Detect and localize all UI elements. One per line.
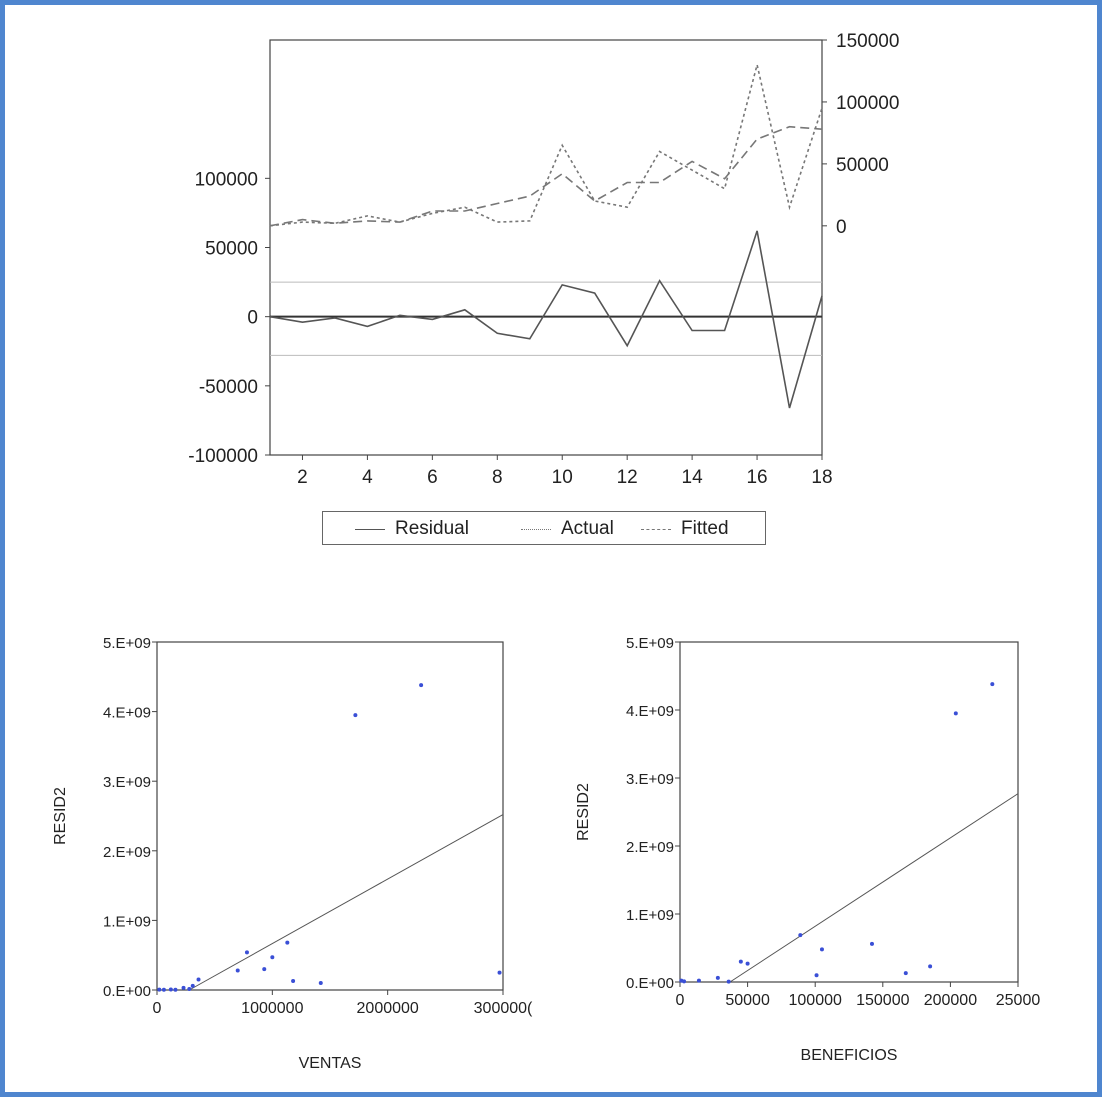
scatter1-frame bbox=[156, 641, 504, 991]
scatter2-y-tick-label: 2.E+09 bbox=[626, 839, 674, 856]
series-line-fitted bbox=[269, 125, 823, 227]
scatter1-y-tick-label: 2.E+09 bbox=[103, 844, 151, 861]
scatter2-x-tick-label: 25000 bbox=[996, 992, 1041, 1009]
scatter1-point bbox=[168, 987, 173, 992]
scatter1-point bbox=[270, 955, 275, 960]
scatter2-point bbox=[819, 947, 824, 952]
scatter1-point bbox=[187, 986, 192, 991]
series-line-actual bbox=[269, 64, 823, 227]
legend: Residual Actual Fitted bbox=[322, 511, 766, 545]
scatter1-point bbox=[244, 950, 249, 955]
right-axis-tick-label: 0 bbox=[836, 217, 847, 238]
scatter1-point bbox=[181, 985, 186, 990]
legend-swatch-actual bbox=[521, 529, 551, 530]
left-axis-tick-label: 0 bbox=[247, 308, 258, 329]
scatter2-point bbox=[798, 933, 803, 938]
scatter2-point bbox=[869, 941, 874, 946]
scatter2-y-tick-label: 5.E+09 bbox=[626, 635, 674, 652]
scatter1-x-label: VENTAS bbox=[299, 1055, 362, 1072]
scatter2-x-tick-label: 150000 bbox=[856, 992, 909, 1009]
scatter2-frame bbox=[679, 641, 1019, 983]
scatter1-point bbox=[190, 983, 195, 988]
scatter1-point bbox=[285, 940, 290, 945]
scatter2-point bbox=[682, 979, 687, 984]
right-axis-tick-label: 100000 bbox=[836, 93, 899, 114]
scatter1-x-tick-label: 300000( bbox=[474, 1000, 533, 1017]
left-axis-tick-label: 50000 bbox=[205, 239, 258, 260]
x-axis-tick-label: 8 bbox=[492, 467, 503, 488]
scatter1-x-tick-label: 2000000 bbox=[357, 1000, 419, 1017]
scatter1-point bbox=[353, 713, 358, 718]
scatter2-point bbox=[928, 964, 933, 969]
scatter2-x-label: BENEFICIOS bbox=[801, 1047, 898, 1064]
scatter2-point bbox=[814, 973, 819, 978]
right-axis-tick-label: 50000 bbox=[836, 155, 889, 176]
x-axis-tick-label: 14 bbox=[682, 467, 704, 488]
scatter2-y-tick-label: 4.E+09 bbox=[626, 703, 674, 720]
scatter2-x-tick-label: 100000 bbox=[789, 992, 842, 1009]
series-line-residual bbox=[269, 230, 823, 409]
x-axis-tick-label: 16 bbox=[746, 467, 767, 488]
scatter2-x-tick-label: 50000 bbox=[725, 992, 770, 1009]
scatter2-y-tick-label: 0.E+00 bbox=[626, 975, 674, 992]
scatter1-y-tick-label: 4.E+09 bbox=[103, 705, 151, 722]
scatter2-fit-line bbox=[729, 793, 1019, 983]
scatter2-y-tick-label: 3.E+09 bbox=[626, 771, 674, 788]
scatter2-x-tick-label: 0 bbox=[676, 992, 685, 1009]
legend-swatch-residual bbox=[355, 529, 385, 530]
scatter1-point bbox=[419, 683, 424, 688]
plot1-frame bbox=[269, 39, 823, 456]
scatter1-fit-line bbox=[189, 814, 504, 991]
scatter1-point bbox=[318, 981, 323, 986]
right-axis-tick-label: 150000 bbox=[836, 31, 899, 52]
x-axis-tick-label: 6 bbox=[427, 467, 438, 488]
scatter2-y-tick-label: 1.E+09 bbox=[626, 907, 674, 924]
scatter1-point bbox=[235, 968, 240, 973]
scatter1-point bbox=[196, 977, 201, 982]
left-axis-tick-label: -50000 bbox=[199, 377, 258, 398]
scatter2-point bbox=[990, 682, 995, 687]
scatter1-point bbox=[161, 987, 166, 992]
scatter1-point bbox=[173, 987, 178, 992]
scatter2-point bbox=[726, 979, 731, 984]
scatter1-y-label: RESID2 bbox=[52, 787, 69, 845]
legend-label-residual: Residual bbox=[395, 518, 469, 539]
x-axis-tick-label: 10 bbox=[552, 467, 573, 488]
x-axis-tick-label: 4 bbox=[362, 467, 373, 488]
x-axis-tick-label: 18 bbox=[811, 467, 832, 488]
scatter1-y-tick-label: 0.E+00 bbox=[103, 983, 151, 1000]
scatter1-x-tick-label: 0 bbox=[153, 1000, 162, 1017]
scatter1-point bbox=[497, 970, 502, 975]
scatter2-point bbox=[953, 711, 958, 716]
scatter1-point bbox=[157, 987, 162, 992]
scatter2-point bbox=[745, 961, 750, 966]
scatter2-point bbox=[715, 975, 720, 980]
scatter1-point bbox=[291, 978, 296, 983]
scatter1-x-tick-label: 1000000 bbox=[241, 1000, 303, 1017]
legend-label-actual: Actual bbox=[561, 518, 614, 539]
scatter2-y-label: RESID2 bbox=[575, 783, 592, 841]
x-axis-tick-label: 12 bbox=[617, 467, 638, 488]
scatter2-point bbox=[696, 978, 701, 983]
x-axis-tick-label: 2 bbox=[297, 467, 308, 488]
scatter1-y-tick-label: 1.E+09 bbox=[103, 913, 151, 930]
left-axis-tick-label: 100000 bbox=[195, 169, 258, 190]
scatter1-y-tick-label: 5.E+09 bbox=[103, 635, 151, 652]
scatter2-point bbox=[738, 959, 743, 964]
scatter2-x-tick-label: 200000 bbox=[924, 992, 977, 1009]
scatter2-point bbox=[903, 971, 908, 976]
legend-swatch-fitted bbox=[641, 529, 671, 530]
scatter1-y-tick-label: 3.E+09 bbox=[103, 774, 151, 791]
legend-label-fitted: Fitted bbox=[681, 518, 729, 539]
left-axis-tick-label: -100000 bbox=[188, 446, 258, 467]
scatter1-point bbox=[262, 967, 267, 972]
